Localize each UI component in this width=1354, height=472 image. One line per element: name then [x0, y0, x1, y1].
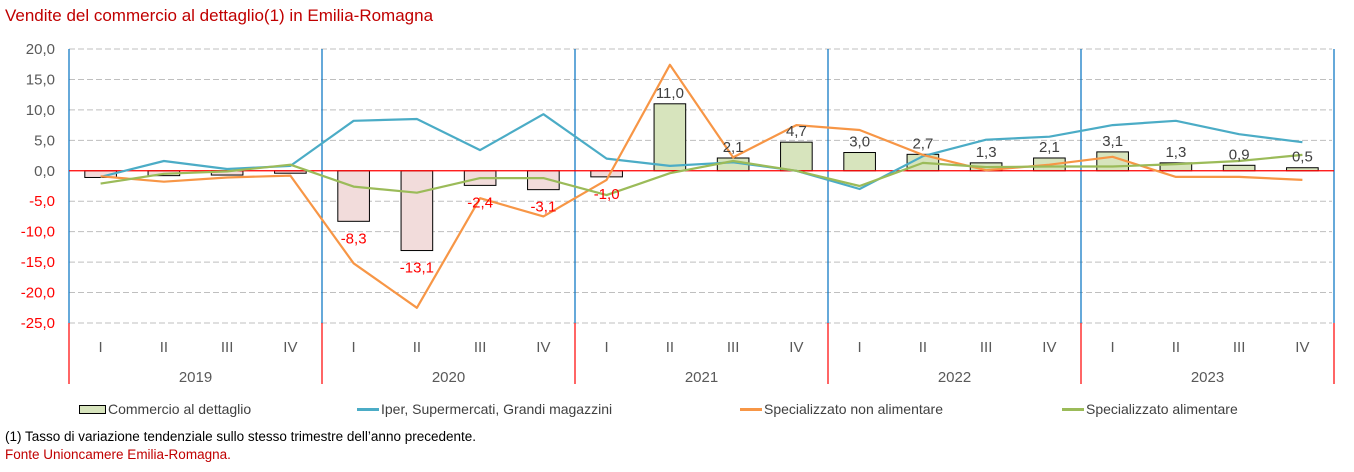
data-labels: -8,3 -13,1 -2,4 -3,1 -1,0 11,0 2,1 4,7 3,0 2,7 1,3…	[341, 85, 1313, 277]
x-tick-quarter: II	[160, 339, 168, 356]
data-label: -2,4	[467, 194, 493, 211]
y-tick-label: 20,0	[26, 41, 55, 58]
legend-label: Specializzato non alimentare	[764, 401, 943, 417]
y-tick-label: -15,0	[21, 254, 55, 271]
bar	[1222, 164, 1256, 172]
legend-bar-swatch	[79, 404, 106, 414]
legend-item-alimentare: Specializzato alimentare	[1062, 401, 1238, 417]
bars-commercio	[84, 103, 1319, 252]
line-alimentare	[100, 153, 1303, 197]
x-tick-quarter: II	[919, 339, 927, 356]
x-tick-year: 2019	[179, 369, 212, 386]
y-axis: 20,0 15,0 10,0 5,0 0,0 -5,0 -10,0 -15,0 -20,0 -25…	[21, 41, 55, 332]
x-tick-quarter: IV	[1295, 339, 1309, 356]
gridlines	[69, 48, 1332, 324]
x-tick-quarter: III	[474, 339, 487, 356]
x-tick-year: 2023	[1191, 369, 1224, 386]
data-label: 1,3	[1165, 144, 1186, 161]
data-label: 11,0	[656, 85, 684, 102]
data-label: 2,1	[723, 139, 744, 156]
x-tick-quarter: IV	[1042, 339, 1056, 356]
y-tick-label: -10,0	[21, 224, 55, 241]
y-tick-label: 15,0	[26, 71, 55, 88]
data-label: 3,1	[1102, 133, 1123, 150]
year-dividers	[68, 49, 1335, 384]
y-tick-label: -5,0	[29, 193, 55, 210]
footnote: (1) Tasso di variazione tendenziale sull…	[5, 429, 477, 444]
x-tick-quarter: IV	[283, 339, 297, 356]
bar	[843, 152, 876, 172]
x-tick-quarter: II	[1172, 339, 1180, 356]
legend-label: Commercio al dettaglio	[108, 401, 252, 417]
y-tick-label: -25,0	[21, 315, 55, 332]
data-label: 3,0	[849, 134, 870, 151]
data-label: -1,0	[594, 186, 620, 203]
x-tick-quarter: II	[413, 339, 421, 356]
data-label: -8,3	[341, 230, 367, 247]
x-tick-quarter: III	[1233, 339, 1246, 356]
y-tick-label: 10,0	[26, 102, 55, 119]
x-tick-quarter: I	[99, 339, 103, 356]
data-label: 2,7	[912, 135, 933, 152]
x-tick-quarter: II	[666, 339, 674, 356]
bar	[653, 103, 687, 172]
data-label: 0,9	[1229, 146, 1250, 163]
x-tick-year: 2020	[432, 369, 465, 386]
x-tick-quarter: I	[352, 339, 356, 356]
y-tick-label: 0,0	[34, 163, 55, 180]
x-axis: I II III IV I II III IV I II III IV I II III IV I II III IV…	[99, 339, 1310, 386]
source-note: Fonte Unioncamere Emilia-Romagna.	[5, 447, 231, 462]
x-tick-quarter: IV	[536, 339, 550, 356]
series-lines	[100, 63, 1303, 309]
legend-label: Specializzato alimentare	[1086, 401, 1238, 417]
bar	[590, 170, 623, 178]
legend-line-swatch	[740, 407, 762, 411]
x-tick-quarter: IV	[789, 339, 803, 356]
x-tick-quarter: III	[221, 339, 234, 356]
chart-canvas: 20,0 15,0 10,0 5,0 0,0 -5,0 -10,0 -15,0 -20,0 -25…	[21, 41, 1335, 386]
data-label: 2,1	[1039, 139, 1060, 156]
chart-title: Vendite del commercio al dettaglio(1) in…	[5, 6, 434, 25]
bar	[400, 170, 434, 252]
data-label: 1,3	[976, 144, 997, 161]
line-iper	[100, 113, 1303, 191]
x-tick-quarter: I	[1111, 339, 1115, 356]
legend-label: Iper, Supermercati, Grandi magazzini	[381, 401, 613, 417]
x-tick-quarter: III	[980, 339, 993, 356]
x-tick-quarter: I	[605, 339, 609, 356]
legend-item-non-alimentare: Specializzato non alimentare	[740, 401, 943, 417]
data-label: -3,1	[530, 199, 556, 216]
legend-item-iper: Iper, Supermercati, Grandi magazzini	[357, 401, 612, 417]
x-tick-year: 2021	[685, 369, 718, 386]
legend-item-commercio: Commercio al dettaglio	[79, 401, 251, 417]
data-label: -13,1	[400, 260, 434, 277]
y-tick-label: -20,0	[21, 285, 55, 302]
bar	[337, 170, 370, 222]
line-non-alimentare	[100, 63, 1303, 309]
data-label: 4,7	[786, 123, 807, 140]
bar	[780, 141, 813, 172]
x-tick-year: 2022	[938, 369, 971, 386]
data-label: 0,5	[1292, 149, 1313, 166]
x-tick-quarter: III	[727, 339, 740, 356]
x-tick-quarter: I	[858, 339, 862, 356]
legend-line-swatch	[1062, 407, 1084, 411]
y-tick-label: 5,0	[34, 132, 55, 149]
legend-line-swatch	[357, 407, 379, 411]
